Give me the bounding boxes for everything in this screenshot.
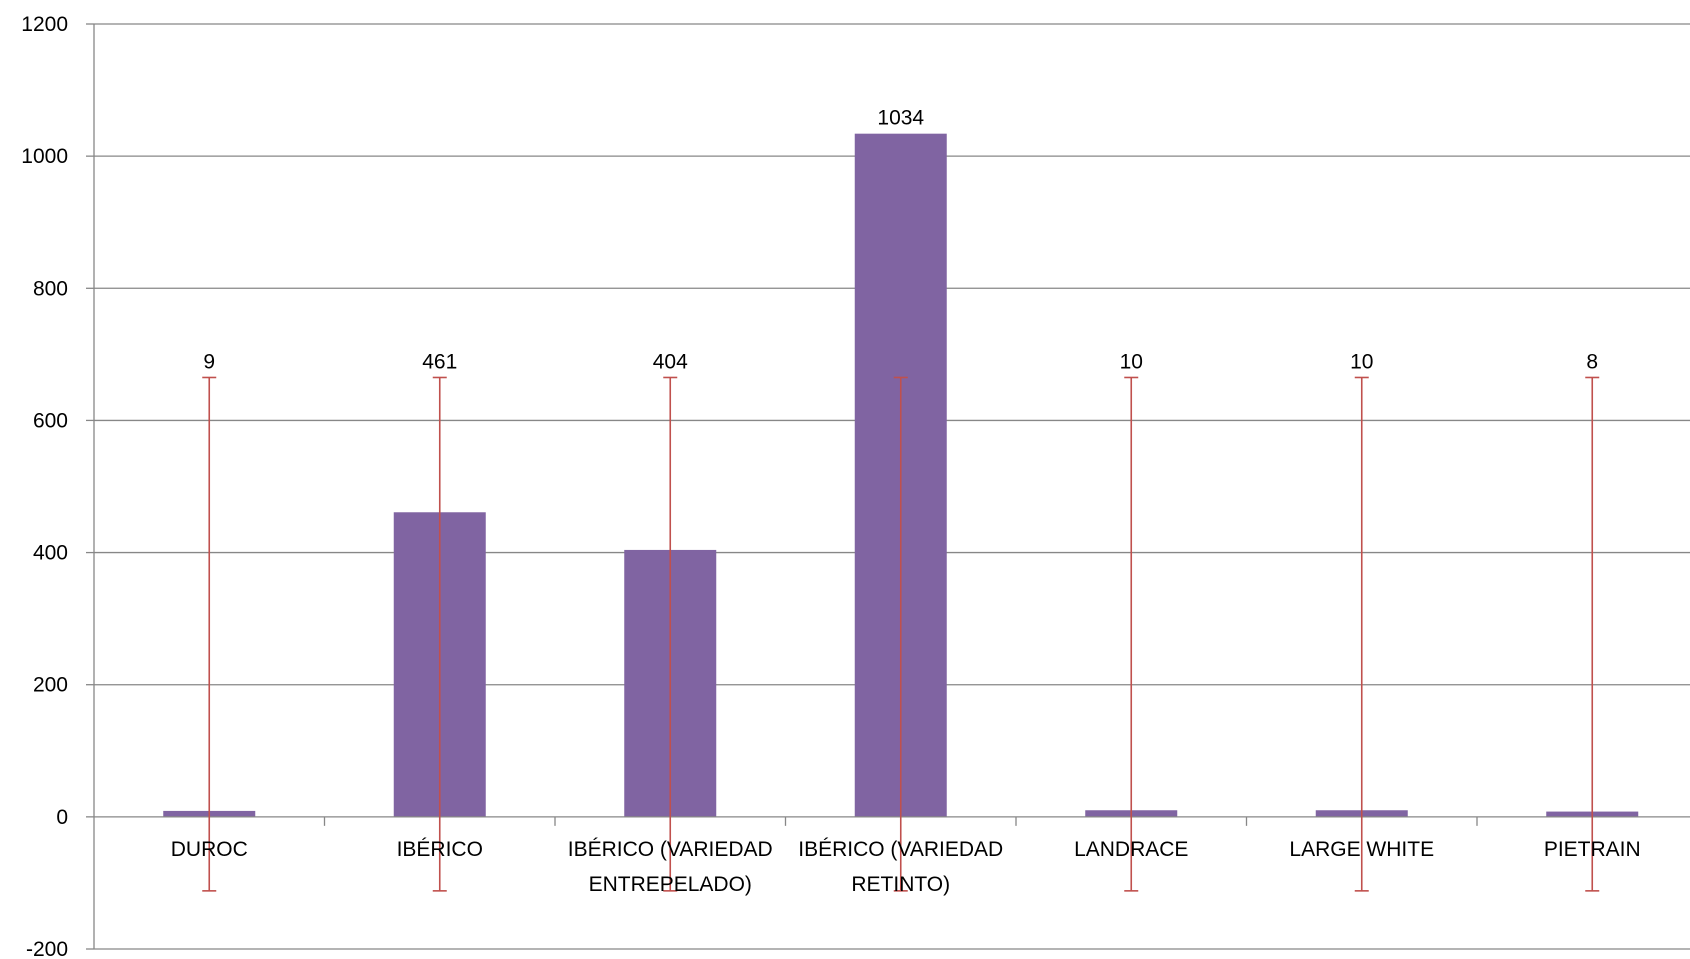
x-category-label: LARGE WHITE — [1289, 838, 1434, 861]
data-label: 10 — [1120, 350, 1143, 373]
data-label: 9 — [203, 350, 215, 373]
y-tick-label: 200 — [33, 674, 68, 697]
error-bar — [432, 376, 447, 892]
data-label: 461 — [422, 350, 457, 373]
y-tick-label: 800 — [33, 277, 68, 300]
x-category-label: DUROC — [171, 838, 248, 861]
error-bar — [202, 376, 217, 892]
error-bar — [1124, 376, 1139, 892]
y-tick-label: 1000 — [21, 145, 68, 168]
x-category-label: PIETRAIN — [1544, 838, 1641, 861]
axes — [86, 23, 1690, 950]
x-category-label: IBÉRICO — [397, 838, 483, 861]
labels: 1200 1000 800 600 400 200 0 -200 9 461 404 1034 10 10… — [21, 13, 1640, 959]
error-bars — [202, 376, 1600, 892]
x-category-label: ENTREPELADO) — [589, 873, 752, 896]
x-category-label: IBÉRICO (VARIEDAD — [568, 838, 773, 861]
data-label: 1034 — [877, 107, 924, 130]
data-label: 404 — [653, 350, 688, 373]
y-tick-label: 400 — [33, 542, 68, 565]
error-bar — [663, 376, 678, 892]
y-tick-label: 1200 — [21, 13, 68, 36]
error-bar — [893, 376, 908, 892]
y-tick-label: -200 — [26, 938, 68, 959]
error-bar — [1585, 376, 1600, 892]
data-label: 8 — [1586, 350, 1598, 373]
error-bar — [1354, 376, 1369, 892]
data-label: 10 — [1350, 350, 1373, 373]
x-category-label: LANDRACE — [1074, 838, 1188, 861]
y-tick-label: 0 — [56, 806, 68, 829]
y-tick-label: 600 — [33, 409, 68, 432]
x-category-label: IBÉRICO (VARIEDAD — [798, 838, 1003, 861]
x-category-label: RETINTO) — [851, 873, 950, 896]
